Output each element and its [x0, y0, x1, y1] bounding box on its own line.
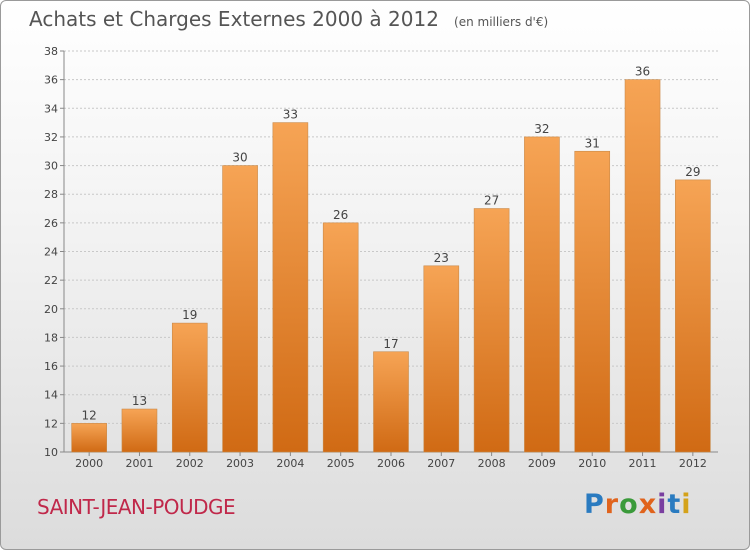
value-label: 32 [534, 122, 549, 136]
value-label: 23 [434, 251, 449, 265]
x-tick-label: 2003 [226, 457, 254, 470]
x-tick-label: 2007 [427, 457, 455, 470]
value-label: 36 [635, 65, 650, 79]
bar-2002 [171, 322, 208, 453]
value-label: 31 [585, 136, 600, 150]
x-tick-label: 2000 [75, 457, 103, 470]
bar-2004 [272, 122, 309, 453]
x-tick-label: 2009 [528, 457, 556, 470]
y-tick-label: 16 [44, 360, 58, 373]
y-tick-label: 18 [44, 331, 58, 344]
x-tick-label: 2005 [327, 457, 355, 470]
bar-2012 [675, 179, 711, 453]
bar-2000 [71, 423, 107, 453]
value-label: 30 [232, 151, 247, 165]
value-label: 33 [283, 108, 298, 122]
value-label: 19 [182, 308, 197, 322]
x-tick-label: 2010 [578, 457, 606, 470]
bar-2007 [423, 265, 460, 453]
bar-2006 [373, 351, 409, 453]
logo-letter: P [584, 489, 605, 520]
y-tick-label: 32 [44, 131, 58, 144]
bar-2005 [322, 222, 359, 453]
y-tick-label: 26 [44, 217, 58, 230]
x-tick-label: 2006 [377, 457, 405, 470]
proxiti-logo[interactable]: Proxiti [584, 489, 692, 520]
chart-subtitle: (en milliers d'€) [454, 15, 549, 29]
y-tick-label: 10 [44, 446, 58, 459]
y-tick-label: 22 [44, 274, 58, 287]
bar-2001 [121, 408, 158, 453]
value-label: 17 [383, 337, 398, 351]
x-tick-label: 2011 [629, 457, 657, 470]
x-tick-label: 2001 [125, 457, 153, 470]
y-tick-label: 34 [44, 102, 58, 115]
y-tick-label: 20 [44, 303, 58, 316]
logo-letter: t [667, 489, 682, 520]
bar-2010 [574, 150, 611, 453]
logo-letter: r [604, 489, 620, 520]
value-label: 26 [333, 208, 348, 222]
labels: 12 2000 13 2001 19 2002 30 2003 33 2004 26 2005 17 20… [75, 65, 707, 470]
title-row: Achats et Charges Externes 2000 à 2012 (… [29, 7, 548, 31]
bar-2003 [222, 165, 258, 453]
y-tick-label: 38 [44, 45, 58, 58]
y-tick-label: 24 [44, 246, 58, 259]
commune-name: SAINT-JEAN-POUDGE [37, 495, 236, 519]
y-tick-label: 12 [44, 417, 58, 430]
y-tick-label: 28 [44, 188, 58, 201]
bar-2009 [524, 136, 560, 453]
bars [71, 79, 711, 453]
logo-letter: i [657, 489, 668, 520]
logo-letter: i [681, 489, 692, 520]
logo-letter: x [638, 489, 658, 520]
value-label: 12 [82, 408, 97, 422]
logo-letter: o [619, 489, 639, 520]
x-tick-label: 2008 [478, 457, 506, 470]
value-label: 27 [484, 194, 499, 208]
bar-2011 [624, 79, 661, 453]
bar-2008 [473, 208, 510, 453]
y-tick-label: 36 [44, 74, 58, 87]
chart-title: Achats et Charges Externes 2000 à 2012 [29, 7, 439, 31]
y-tick-label: 30 [44, 160, 58, 173]
x-tick-label: 2012 [679, 457, 707, 470]
value-label: 29 [685, 165, 700, 179]
value-label: 13 [132, 394, 147, 408]
x-tick-label: 2002 [176, 457, 204, 470]
x-tick-label: 2004 [276, 457, 304, 470]
y-tick-label: 14 [44, 389, 58, 402]
